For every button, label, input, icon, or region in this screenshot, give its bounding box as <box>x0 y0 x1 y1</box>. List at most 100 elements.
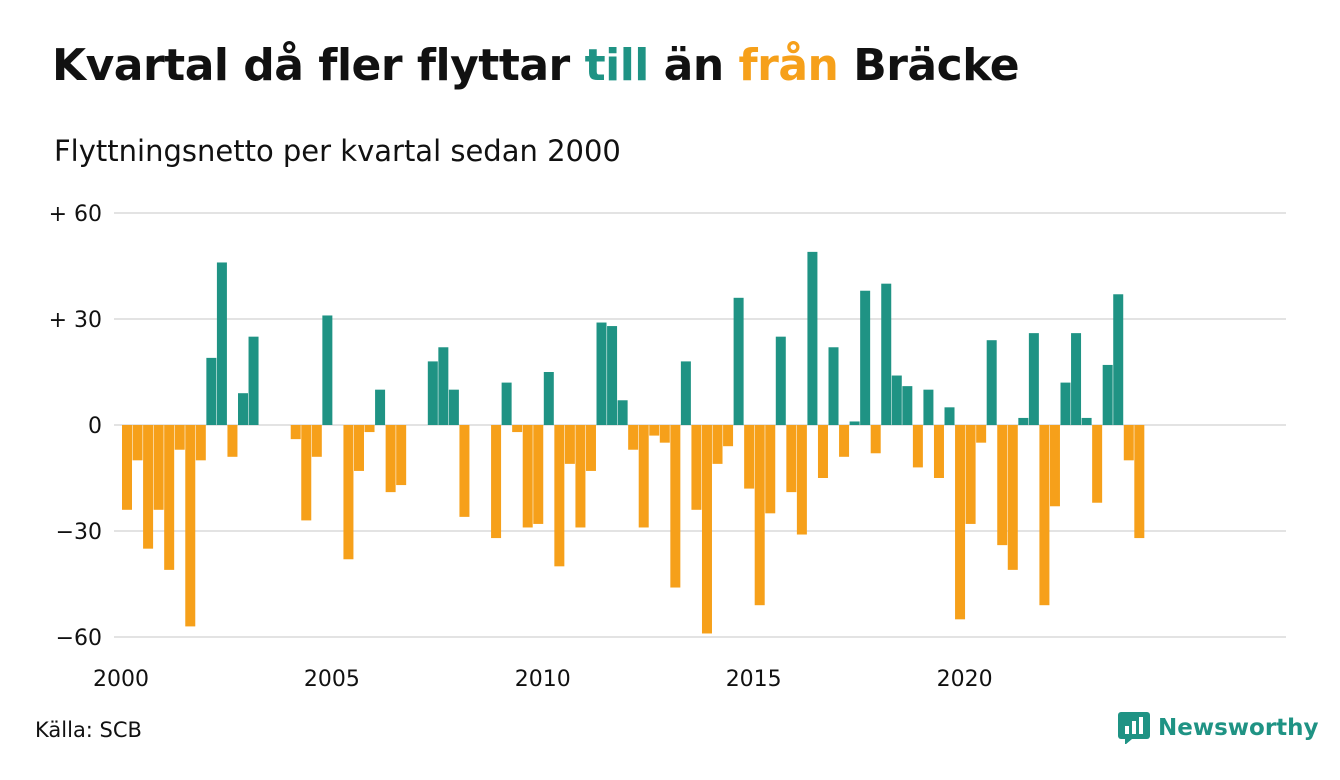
bar <box>965 425 976 524</box>
x-tick-label: 2000 <box>93 667 149 692</box>
bar <box>617 400 628 425</box>
bar <box>775 336 786 425</box>
bar <box>944 407 955 425</box>
bar <box>912 425 923 468</box>
x-tick-label: 2020 <box>937 667 993 692</box>
bar <box>1071 333 1082 425</box>
bar <box>248 336 259 425</box>
bar <box>585 425 596 471</box>
source-note: Källa: SCB <box>35 718 142 742</box>
bar <box>575 425 586 528</box>
bar <box>459 425 470 517</box>
bar <box>164 425 175 570</box>
chart-title: Kvartal då fler flyttar till än från Brä… <box>52 40 1020 91</box>
bar <box>997 425 1008 546</box>
bar <box>227 425 238 457</box>
bar <box>491 425 502 539</box>
bar <box>554 425 565 567</box>
bar <box>501 382 512 425</box>
bar <box>1028 333 1039 425</box>
x-tick-label: 2015 <box>726 667 782 692</box>
x-axis-ticks: 2000 2005 2010 2015 2020 <box>93 667 993 692</box>
bar <box>744 425 755 489</box>
newsworthy-logo-icon <box>1118 712 1150 744</box>
bar <box>870 425 881 454</box>
bar <box>238 393 248 425</box>
bar <box>1113 294 1124 425</box>
y-axis-ticks: + 60 + 30 0 −30 −60 <box>49 202 102 651</box>
bar <box>143 425 154 549</box>
bar <box>754 425 765 606</box>
bar <box>1081 417 1092 425</box>
bar <box>765 425 776 514</box>
bar <box>343 425 354 560</box>
bar <box>723 425 734 447</box>
bar <box>153 425 164 510</box>
bar <box>817 425 828 478</box>
bar <box>132 425 143 461</box>
bar <box>976 425 987 443</box>
bar <box>364 425 375 433</box>
bar <box>216 262 227 425</box>
bar <box>828 347 839 425</box>
bar <box>1060 382 1071 425</box>
bar <box>933 425 944 478</box>
bar <box>174 425 185 450</box>
brand-name: Newsworthy <box>1158 715 1319 741</box>
bar <box>1049 425 1060 507</box>
bar <box>353 425 364 471</box>
bar <box>1092 425 1103 503</box>
bar <box>185 425 196 627</box>
bar <box>311 425 322 457</box>
bar-chart: + 60 + 30 0 −30 −60 2000 2005 2010 2015 2020 <box>49 202 1286 692</box>
bar <box>786 425 797 493</box>
bar <box>427 361 438 425</box>
bar <box>902 386 913 425</box>
x-tick-label: 2010 <box>515 667 571 692</box>
bar <box>1018 417 1029 425</box>
bar <box>1102 364 1113 425</box>
bar <box>691 425 702 510</box>
bar <box>733 297 744 425</box>
bar <box>1007 425 1018 570</box>
chart-subtitle: Flyttningsnetto per kvartal sedan 2000 <box>54 134 621 168</box>
bar <box>290 425 301 440</box>
bar <box>860 290 871 425</box>
bar <box>849 421 860 425</box>
bar <box>396 425 407 486</box>
bar <box>438 347 449 425</box>
bar <box>649 425 660 436</box>
bar <box>512 425 523 433</box>
bar <box>955 425 966 620</box>
y-tick-label: + 60 <box>49 202 102 227</box>
bar <box>891 375 902 425</box>
bar <box>839 425 850 457</box>
newsworthy-brand: Newsworthy <box>1118 712 1319 744</box>
y-tick-label: −60 <box>56 626 102 651</box>
title-word-fran: från <box>738 40 839 91</box>
y-tick-label: + 30 <box>49 308 102 333</box>
bar <box>923 389 934 425</box>
bar <box>659 425 670 443</box>
bar <box>712 425 723 464</box>
bars <box>122 251 1145 634</box>
bar <box>796 425 807 535</box>
title-word-till: till <box>584 40 650 91</box>
bar <box>628 425 639 450</box>
bar <box>322 315 333 425</box>
bar <box>375 389 386 425</box>
y-tick-label: 0 <box>88 414 102 439</box>
bar <box>522 425 533 528</box>
bar <box>638 425 649 528</box>
bar <box>986 340 997 425</box>
bar <box>881 283 892 425</box>
bar <box>1123 425 1134 461</box>
bar <box>607 326 618 425</box>
bar <box>670 425 681 588</box>
bar <box>533 425 544 524</box>
y-tick-label: −30 <box>56 520 102 545</box>
bar <box>807 251 818 425</box>
bar <box>122 425 132 510</box>
bar <box>701 425 712 634</box>
bar <box>543 372 554 425</box>
